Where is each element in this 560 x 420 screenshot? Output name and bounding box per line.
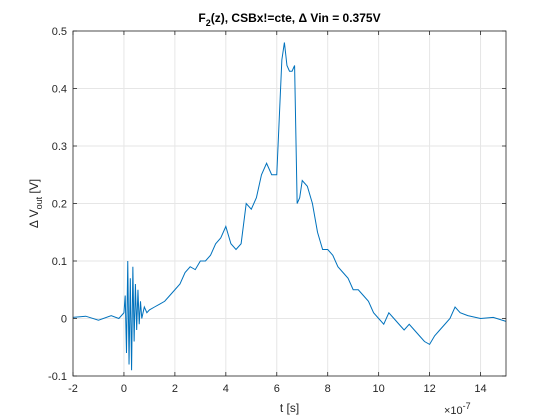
y-tick-label: -0.1 [48, 371, 67, 383]
x-tick-label: 0 [121, 383, 127, 395]
y-ticks [73, 30, 506, 377]
y-tick-label: 0.2 [52, 199, 67, 211]
y-tick-label: 0 [61, 314, 67, 326]
chart-title: F2(z), CSBx!=cte, Δ Vin = 0.375V [198, 11, 380, 28]
y-axis-label-pre: Δ V [27, 209, 41, 228]
y-tick-label: 0.4 [52, 84, 67, 96]
x-axis-label: t [s] [280, 401, 299, 415]
x-tick-label: 6 [274, 383, 280, 395]
x-tick-label: -2 [68, 383, 78, 395]
chart-title-sub: 2 [206, 18, 211, 28]
x-ticks [72, 31, 481, 376]
x-exponent-label: ×10-7 [444, 401, 471, 417]
x-tick-labels: -2 0 2 4 6 8 10 12 14 [68, 383, 487, 395]
y-tick-label: 0.3 [52, 141, 67, 153]
x-tick-label: 2 [172, 383, 178, 395]
y-tick-label: 0.1 [52, 256, 67, 268]
y-tick-label: 0.5 [52, 26, 67, 38]
y-axis-label-post: [V] [27, 179, 41, 197]
series-line [72, 42, 507, 371]
y-axis-label: Δ Vout [V] [27, 179, 44, 228]
x-tick-label: 14 [474, 383, 486, 395]
x-exponent-power: -7 [463, 401, 471, 411]
x-tick-label: 8 [325, 383, 331, 395]
x-exponent-base: ×10 [444, 405, 463, 417]
y-axis-label-sub: out [34, 196, 44, 209]
x-tick-label: 12 [423, 383, 435, 395]
chart-title-pre: F [198, 11, 205, 25]
x-tick-label: 4 [223, 383, 229, 395]
chart-title-post: (z), CSBx!=cte, Δ Vin = 0.375V [211, 11, 381, 25]
y-tick-labels: -0.1 0 0.1 0.2 0.3 0.4 0.5 [48, 26, 67, 383]
x-tick-label: 10 [373, 383, 385, 395]
